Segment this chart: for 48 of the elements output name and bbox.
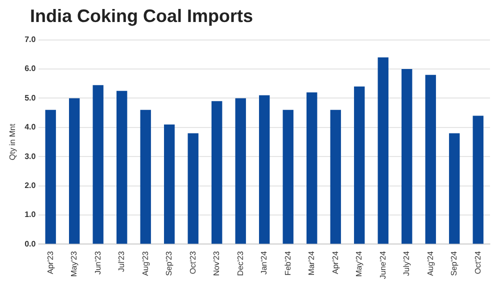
x-tick-label: Dec'23 (236, 250, 245, 276)
y-axis-title: Qty in Mnt (8, 123, 18, 160)
x-tick-label: Jan'24 (260, 250, 269, 275)
bar (378, 57, 388, 244)
y-tick-label: 4.0 (24, 122, 36, 132)
x-tick-label: Apr'24 (330, 250, 340, 274)
bar (188, 133, 198, 244)
bar (449, 133, 460, 244)
y-tick-label: 5.0 (24, 93, 36, 102)
bar (116, 90, 128, 244)
y-tick-label: 1.0 (24, 210, 36, 220)
bar (92, 85, 104, 244)
x-tick-label: Mar'24 (307, 250, 316, 276)
y-tick-label: 3.0 (24, 152, 36, 161)
x-tick-label: June'24 (378, 250, 388, 280)
y-tick-label: 6.0 (24, 64, 36, 74)
bar (212, 101, 222, 244)
x-tick-label: Aug'24 (426, 250, 435, 276)
bar (330, 110, 341, 244)
x-tick-label: Oct'23 (188, 250, 198, 274)
x-tick-label: Nov'23 (212, 250, 222, 276)
y-tick-label: 0.0 (24, 239, 36, 248)
bar (472, 116, 484, 244)
bar (402, 69, 412, 244)
x-tick-label: Sep'23 (164, 250, 174, 276)
bar (425, 74, 436, 244)
chart-title: India Coking Coal Imports (30, 6, 254, 27)
bar (140, 110, 151, 244)
x-tick-label: May'23 (70, 250, 79, 277)
x-tick-label: Oct'24 (473, 250, 482, 274)
y-tick-label: 2.0 (24, 181, 36, 190)
x-tick-label: May'24 (354, 250, 364, 277)
bar (259, 95, 270, 244)
y-tick-label: 7.0 (24, 35, 36, 44)
bar (354, 86, 365, 244)
x-tick-label: Sep'24 (450, 250, 459, 276)
x-tick-label: July'24 (402, 250, 412, 276)
bar (69, 98, 80, 244)
x-tick-label: Jun'23 (93, 250, 102, 275)
x-tick-label: Aug'23 (140, 250, 150, 276)
x-tick-label: Jul'23 (117, 250, 126, 272)
bar (45, 110, 56, 244)
bar (282, 110, 294, 244)
bar (235, 98, 246, 244)
bar (164, 124, 175, 244)
x-tick-label: Apr'23 (46, 250, 55, 274)
x-tick-label: Feb'24 (283, 250, 292, 276)
bar (306, 92, 318, 244)
